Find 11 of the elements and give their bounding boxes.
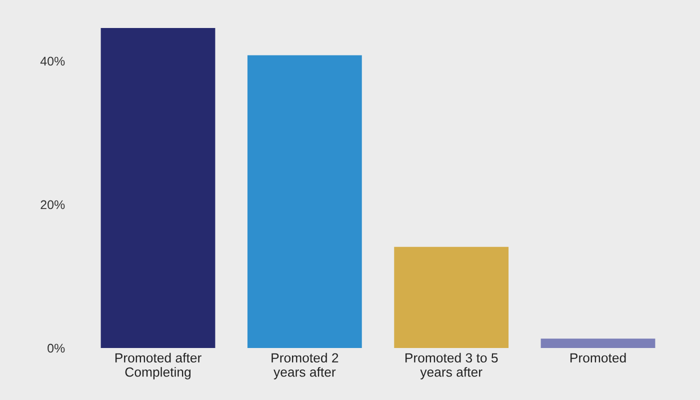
y-tick-label: 0% xyxy=(48,344,65,353)
bar xyxy=(394,246,509,348)
bar xyxy=(247,55,362,348)
x-tick-label: Promoted after Completing xyxy=(115,352,202,380)
y-tick-label: 20% xyxy=(40,200,65,210)
y-tick-label: 40% xyxy=(40,56,65,66)
x-tick-label: Promoted 3 to 5 years after xyxy=(405,352,498,380)
x-tick-label: Promoted 2 years after xyxy=(272,352,338,380)
x-tick-label: Promoted xyxy=(570,352,626,363)
bar xyxy=(100,28,216,348)
bar xyxy=(540,338,656,348)
